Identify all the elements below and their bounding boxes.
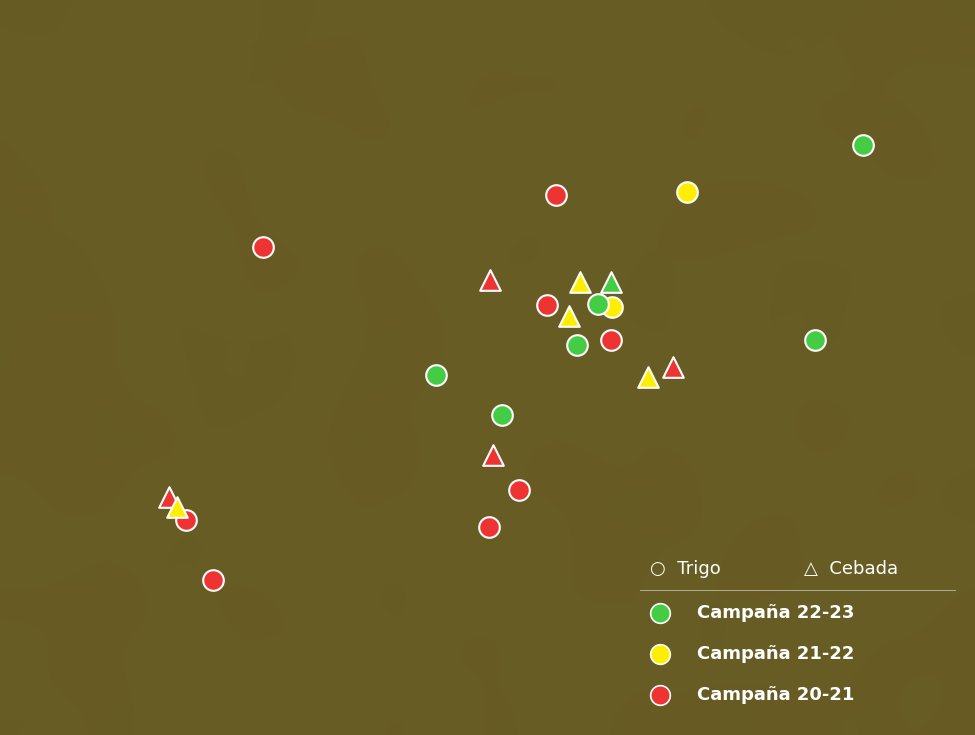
Text: △  Cebada: △ Cebada bbox=[804, 561, 898, 578]
Point bbox=[161, 491, 176, 503]
Point bbox=[539, 299, 555, 311]
Point bbox=[255, 241, 271, 253]
Point bbox=[572, 276, 588, 288]
Point bbox=[486, 449, 501, 461]
Text: ○  Trigo: ○ Trigo bbox=[650, 561, 721, 578]
Point bbox=[494, 409, 510, 421]
Text: Campaña 20-21: Campaña 20-21 bbox=[697, 686, 854, 704]
Point bbox=[569, 339, 585, 351]
Point bbox=[604, 276, 619, 288]
Text: Campaña 22-23: Campaña 22-23 bbox=[697, 603, 854, 622]
Point bbox=[170, 501, 185, 513]
Point bbox=[548, 189, 564, 201]
Point bbox=[482, 521, 497, 533]
Point bbox=[652, 648, 668, 660]
Point bbox=[652, 689, 668, 701]
Point bbox=[562, 310, 577, 322]
Point bbox=[807, 334, 823, 346]
Point bbox=[590, 298, 605, 310]
Point bbox=[665, 361, 681, 373]
Point bbox=[641, 371, 656, 383]
Text: Campaña 21-22: Campaña 21-22 bbox=[697, 645, 854, 663]
Point bbox=[855, 139, 871, 151]
Point bbox=[652, 607, 668, 619]
Point bbox=[604, 334, 619, 346]
Point bbox=[205, 574, 220, 586]
Point bbox=[680, 186, 695, 198]
Point bbox=[178, 514, 194, 526]
Point bbox=[604, 301, 620, 313]
Point bbox=[428, 369, 444, 381]
Point bbox=[483, 274, 498, 286]
Point bbox=[511, 484, 526, 496]
